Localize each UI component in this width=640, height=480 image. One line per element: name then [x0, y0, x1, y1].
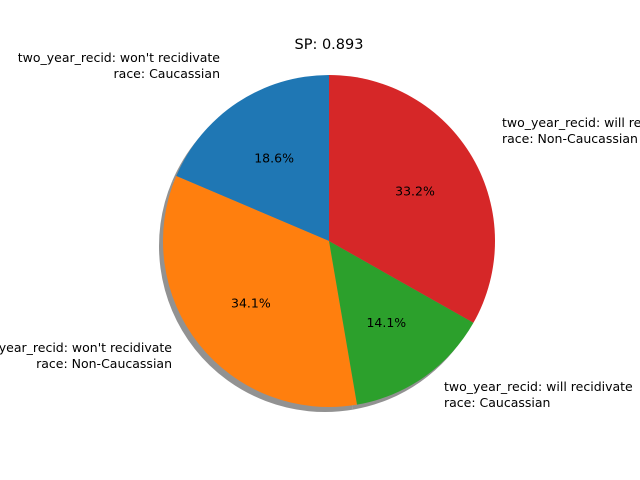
pie-slice-2 [163, 176, 358, 407]
pie-slice-4 [329, 74, 495, 323]
slice-percent-label: 34.1% [231, 295, 271, 310]
pie-labels: 18.6%two_year_recid: won't recidivate rac… [0, 50, 640, 410]
slice-label-line-2: race: Non-Caucassian [502, 131, 638, 146]
slice-percent-label: 33.2% [395, 183, 435, 198]
slice-label-line-1: two_year_recid: will recidivate [444, 379, 633, 394]
slice-label-line-1: two_year_recid: won't recidivate [0, 340, 172, 355]
slice-percent-label: 18.6% [254, 150, 294, 165]
slice-category-label: two_year_recid: will recidivate race: Cau… [444, 379, 633, 410]
slice-label-line-2: race: Non-Caucassian [36, 356, 172, 371]
slice-category-label: two_year_recid: won't recidivate race: Ca… [18, 50, 221, 81]
pie-slice-1 [176, 75, 329, 241]
slice-label-line-1: two_year_recid: won't recidivate [18, 50, 221, 65]
slice-label-line-1: two_year_recid: will recidivate [502, 115, 640, 130]
pie-slices [163, 74, 495, 407]
chart-title: SP: 0.893 [295, 37, 364, 53]
pie-slice-3 [329, 241, 474, 405]
slice-label-line-2: race: Caucassian [444, 395, 550, 410]
slice-percent-label: 14.1% [366, 315, 406, 330]
slice-label-line-2: race: Caucassian [114, 66, 220, 81]
